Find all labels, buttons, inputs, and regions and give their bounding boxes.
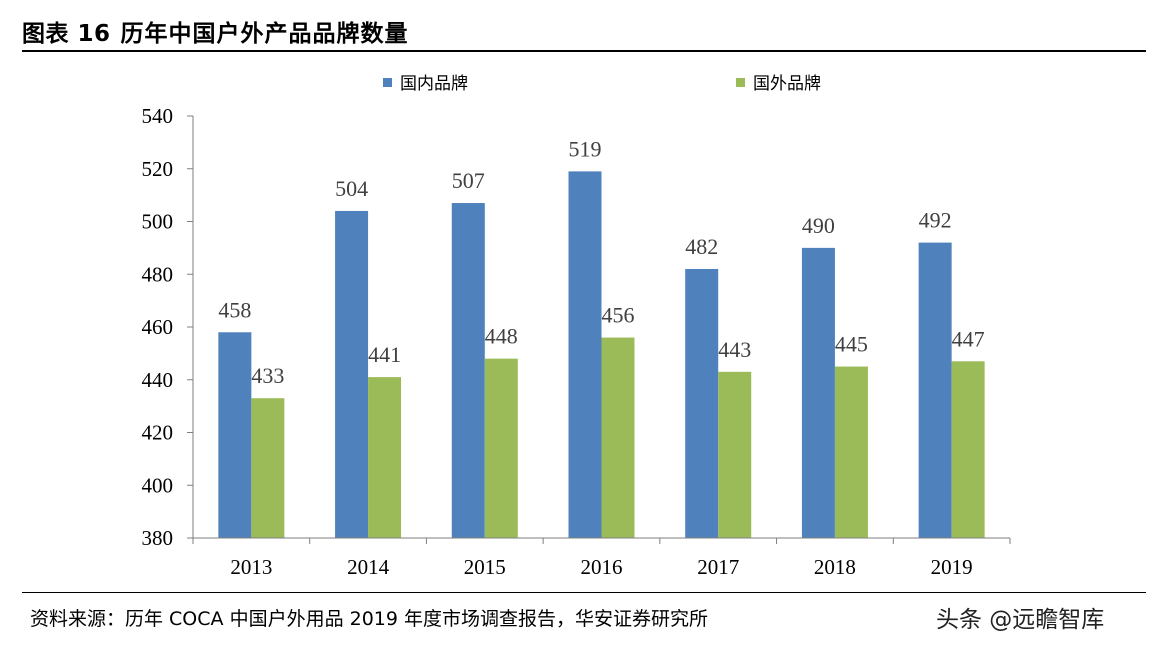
domestic-bar xyxy=(335,210,369,538)
data-label: 482 xyxy=(685,234,718,259)
foreign-bar xyxy=(368,377,402,538)
foreign-bar xyxy=(601,337,635,538)
domestic-bar xyxy=(685,268,719,538)
foreign-bar xyxy=(718,371,752,538)
y-tick-label: 520 xyxy=(142,157,174,181)
data-label: 456 xyxy=(602,303,635,328)
y-tick-label: 540 xyxy=(142,104,174,128)
x-tick-label: 2017 xyxy=(697,555,739,579)
data-label: 507 xyxy=(452,168,485,193)
data-label: 443 xyxy=(718,337,751,362)
domestic-bar xyxy=(451,203,485,538)
data-label: 445 xyxy=(835,332,868,357)
domestic-bar xyxy=(218,332,252,538)
footer-rule xyxy=(22,592,1146,593)
data-label: 519 xyxy=(569,136,602,161)
data-label: 433 xyxy=(251,363,284,388)
legend-label: 国内品牌 xyxy=(400,74,468,94)
x-axis: 2013 2014 2015 2016 2017 2018 2019 xyxy=(192,537,1011,579)
x-tick-label: 2014 xyxy=(347,555,390,579)
domestic-bar xyxy=(801,247,835,538)
data-label: 458 xyxy=(218,297,251,322)
x-tick-label: 2015 xyxy=(464,555,506,579)
figure-header: 图表 16 历年中国户外产品品牌数量 xyxy=(22,14,1146,50)
data-label: 447 xyxy=(952,326,985,351)
y-tick-label: 500 xyxy=(142,210,174,234)
y-tick-label: 460 xyxy=(142,315,174,339)
foreign-bar xyxy=(484,358,518,538)
x-tick-label: 2016 xyxy=(581,555,623,579)
watermark: 头条 @远瞻智库 xyxy=(936,607,1105,633)
domestic-legend-swatch xyxy=(383,78,392,87)
bars: 458 504 507 519 482 490 492 433 441 448 456 443 445 4… xyxy=(218,136,985,538)
header-rule xyxy=(22,50,1146,52)
x-tick-label: 2019 xyxy=(931,555,973,579)
data-label: 490 xyxy=(802,213,835,238)
data-label: 504 xyxy=(335,176,368,201)
legend-label: 国外品牌 xyxy=(753,74,821,94)
y-tick-label: 380 xyxy=(142,526,174,550)
domestic-bar xyxy=(918,242,952,538)
data-label: 492 xyxy=(919,208,952,233)
figure-label: 图表 16 xyxy=(22,21,111,47)
figure-title: 历年中国户外产品品牌数量 xyxy=(120,21,409,47)
y-axis: 380 400 420 440 460 480 500 520 540 xyxy=(142,104,194,550)
foreign-bar xyxy=(251,398,285,538)
x-tick-label: 2018 xyxy=(814,555,856,579)
y-tick-label: 400 xyxy=(142,473,174,497)
y-tick-label: 440 xyxy=(142,368,174,392)
chart-legend: 国内品牌 国外品牌 xyxy=(383,74,821,94)
foreign-legend-swatch xyxy=(736,78,745,87)
data-label: 448 xyxy=(485,324,518,349)
y-tick-label: 480 xyxy=(142,262,174,286)
source-note: 资料来源：历年 COCA 中国户外用品 2019 年度市场调查报告，华安证券研究… xyxy=(30,608,708,630)
domestic-bar xyxy=(568,171,602,538)
foreign-bar xyxy=(951,361,985,538)
data-label: 441 xyxy=(368,342,401,367)
x-tick-label: 2013 xyxy=(230,555,272,579)
y-tick-label: 420 xyxy=(142,421,174,445)
foreign-bar xyxy=(834,366,868,538)
